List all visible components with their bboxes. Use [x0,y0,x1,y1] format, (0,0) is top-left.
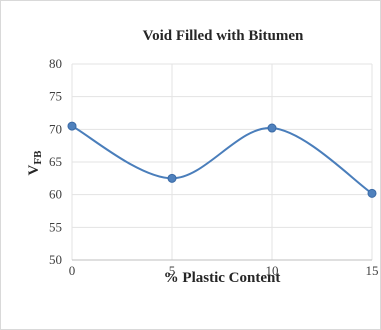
y-axis-ticks: 50 55 60 65 70 75 80 [49,56,62,267]
x-tick-label: 0 [69,263,76,278]
x-tick-label: 15 [366,263,379,278]
series-line [71,125,373,195]
y-tick-label: 70 [49,121,62,136]
data-point [367,188,377,198]
x-axis-label: % Plastic Content [164,270,281,286]
data-markers [67,121,377,198]
x-tick-label: 10 [266,263,279,278]
y-tick-label: 50 [49,252,62,267]
y-tick-label: 65 [49,154,62,169]
y-axis-label: VFB [26,150,44,176]
y-tick-label: 80 [49,56,62,71]
y-axis-label-sub: FB [32,150,44,165]
data-point [67,121,77,131]
y-tick-label: 55 [49,219,62,234]
data-point [267,123,277,133]
x-tick-label: 5 [169,263,176,278]
y-axis-label-main: V [26,164,42,175]
x-axis-ticks: 0 5 10 15 [69,263,379,278]
data-point [167,173,177,183]
y-tick-label: 60 [49,187,62,202]
chart-title: Void Filled with Bitumen [143,28,304,44]
gridlines [71,63,373,260]
y-tick-label: 75 [49,89,62,104]
